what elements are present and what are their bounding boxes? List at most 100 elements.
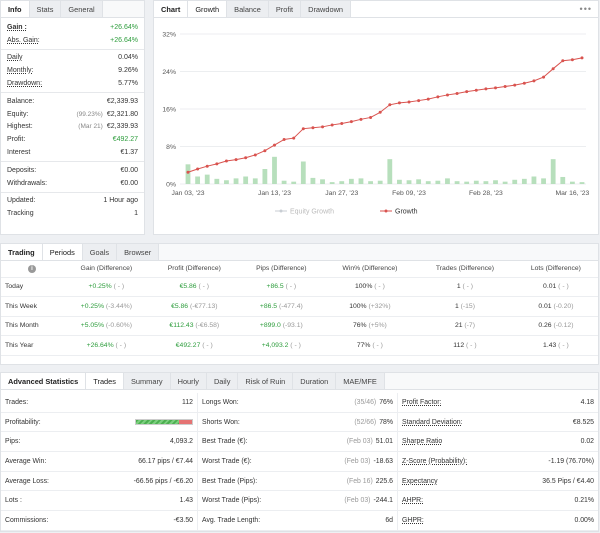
info-value: +26.64% <box>110 36 138 44</box>
info-value: €0.00 <box>120 179 138 187</box>
period-lots-cell: 1.43 ( - ) <box>513 335 598 356</box>
advanced-stats-panel: Advanced Statistics Trades Summary Hourly Da… <box>0 372 599 532</box>
info-body: Gain : +26.64% Abs. Gain: +26.64% Daily 0.04%… <box>1 18 144 220</box>
growth-point <box>407 100 411 104</box>
period-trades-value: 1 <box>456 283 461 291</box>
growth-point <box>349 120 353 124</box>
growth-point <box>205 164 209 168</box>
tab-info[interactable]: Info <box>1 1 30 17</box>
period-pips-value: +86.5 <box>259 302 278 310</box>
tab-profit[interactable]: Profit <box>268 1 302 17</box>
tab-summary[interactable]: Summary <box>123 373 171 389</box>
info-row: Deposits: €0.00 <box>1 164 144 177</box>
adv-cell: Profit Factor: 4.18 <box>398 393 598 413</box>
growth-point <box>215 162 219 166</box>
profit-bar <box>406 180 412 184</box>
tab-trading[interactable]: Trading <box>1 244 43 260</box>
period-profit-cell: €112.43 (-€6.58) <box>149 316 239 337</box>
tab-hourly[interactable]: Hourly <box>170 373 207 389</box>
legend-growth[interactable]: Growth <box>395 209 418 216</box>
period-win-value: 100% <box>349 302 367 310</box>
adv-note: (35/46) <box>354 398 377 406</box>
period-profit-value: €492.27 <box>175 342 201 350</box>
info-icon[interactable]: i <box>28 264 36 273</box>
adv-value: 36.5 Pips / €4.40 <box>542 477 594 485</box>
adv-cell: Best Trade (Pips): (Feb 16) 225.6 <box>198 471 398 492</box>
tab-drawdown[interactable]: Drawdown <box>301 1 352 17</box>
adv-label[interactable]: GHPR: <box>402 516 424 524</box>
profit-bar <box>262 169 268 184</box>
growth-point <box>513 83 517 87</box>
adv-value-group: (Feb 16) 225.6 <box>347 478 393 485</box>
period-win-diff: ( - ) <box>372 342 383 350</box>
period-win-cell: 77% ( - ) <box>323 335 417 356</box>
profit-bar <box>435 180 441 184</box>
growth-point <box>494 86 498 90</box>
tab-periods[interactable]: Periods <box>42 244 83 260</box>
adv-label[interactable]: Standard Deviation: <box>402 418 463 426</box>
profit-bar <box>310 177 316 184</box>
period-trades-value: 1 <box>454 302 459 310</box>
legend-equity-growth[interactable]: Equity Growth <box>290 209 334 216</box>
tab-risk-of-ruin[interactable]: Risk of Ruin <box>238 373 294 389</box>
adv-note: (Feb 16) <box>346 477 373 485</box>
adv-value: 66.17 pips / €7.44 <box>138 457 193 465</box>
info-note: (99.23%) <box>76 110 103 118</box>
adv-label[interactable]: Profit Factor: <box>402 398 442 406</box>
profit-bar <box>377 180 383 184</box>
period-label: This Month <box>1 316 63 337</box>
adv-value: 51.01 <box>375 438 393 446</box>
adv-label: Profitability: <box>5 418 41 426</box>
adv-value: 1.43 <box>179 497 193 505</box>
tab-daily[interactable]: Daily <box>206 373 239 389</box>
adv-label: Average Win: <box>5 457 47 465</box>
x-tick-label: Jan 13, '23 <box>258 190 291 197</box>
tab-browser[interactable]: Browser <box>117 244 160 260</box>
divider <box>1 191 144 193</box>
tab-stats[interactable]: Stats <box>29 1 62 17</box>
adv-label: Worst Trade (€): <box>202 457 252 465</box>
adv-label[interactable]: Z-Score (Probability): <box>402 457 468 465</box>
profit-bar <box>579 182 585 184</box>
period-lots-value: 0.01 <box>543 283 557 291</box>
tab-advanced-statistics[interactable]: Advanced Statistics <box>1 373 87 389</box>
adv-cell: Sharpe Ratio 0.02 <box>398 432 598 453</box>
tab-chart[interactable]: Chart <box>154 1 189 17</box>
adv-label[interactable]: AHPR: <box>402 497 424 505</box>
adv-label[interactable]: Expectancy <box>402 477 438 485</box>
tab-general[interactable]: General <box>61 1 103 17</box>
period-profit-cell: €492.27 ( - ) <box>149 335 239 356</box>
adv-cell: Pips: 4,093.2 <box>1 432 198 453</box>
period-gain-value: +5.05% <box>80 322 104 330</box>
tab-trades[interactable]: Trades <box>86 373 124 389</box>
adv-label: Commissions: <box>5 516 49 524</box>
adv-label: Pips: <box>5 438 21 446</box>
growth-point <box>522 81 526 85</box>
profit-bar <box>512 179 518 184</box>
period-pips-cell: +86.5 ( - ) <box>238 277 324 298</box>
info-value: €1.37 <box>120 149 138 157</box>
tab-duration[interactable]: Duration <box>293 373 337 389</box>
x-tick-label: Feb 28, '23 <box>469 190 503 197</box>
adv-note: (Feb 03) <box>346 438 373 446</box>
adv-label[interactable]: Sharpe Ratio <box>402 438 443 446</box>
y-tick-label: 8% <box>166 144 176 151</box>
period-pips-diff: (-477.4) <box>278 302 303 310</box>
x-tick-label: Mar 16, '23 <box>555 190 589 197</box>
more-options-icon[interactable]: ••• <box>579 4 592 14</box>
divider <box>1 91 144 93</box>
period-gain-cell: +0.25% (-3.44%) <box>63 296 150 317</box>
adv-cell: Expectancy 36.5 Pips / €4.40 <box>398 472 598 492</box>
period-gain-value: +0.25% <box>88 283 112 291</box>
profit-bar <box>368 181 373 184</box>
tab-balance[interactable]: Balance <box>227 1 269 17</box>
growth-point <box>340 122 344 126</box>
tab-goals[interactable]: Goals <box>82 244 118 260</box>
period-pips-value: +899.0 <box>259 322 281 330</box>
info-label: Profit: <box>7 136 26 144</box>
info-row: Abs. Gain: +26.64% <box>1 34 144 47</box>
adv-cell: Avg. Trade Length: 6d <box>198 511 398 531</box>
adv-cell: Longs Won: (35/46) 76% <box>198 393 398 413</box>
tab-mae-mfe[interactable]: MAE/MFE <box>336 373 385 389</box>
tab-growth[interactable]: Growth <box>188 1 228 17</box>
